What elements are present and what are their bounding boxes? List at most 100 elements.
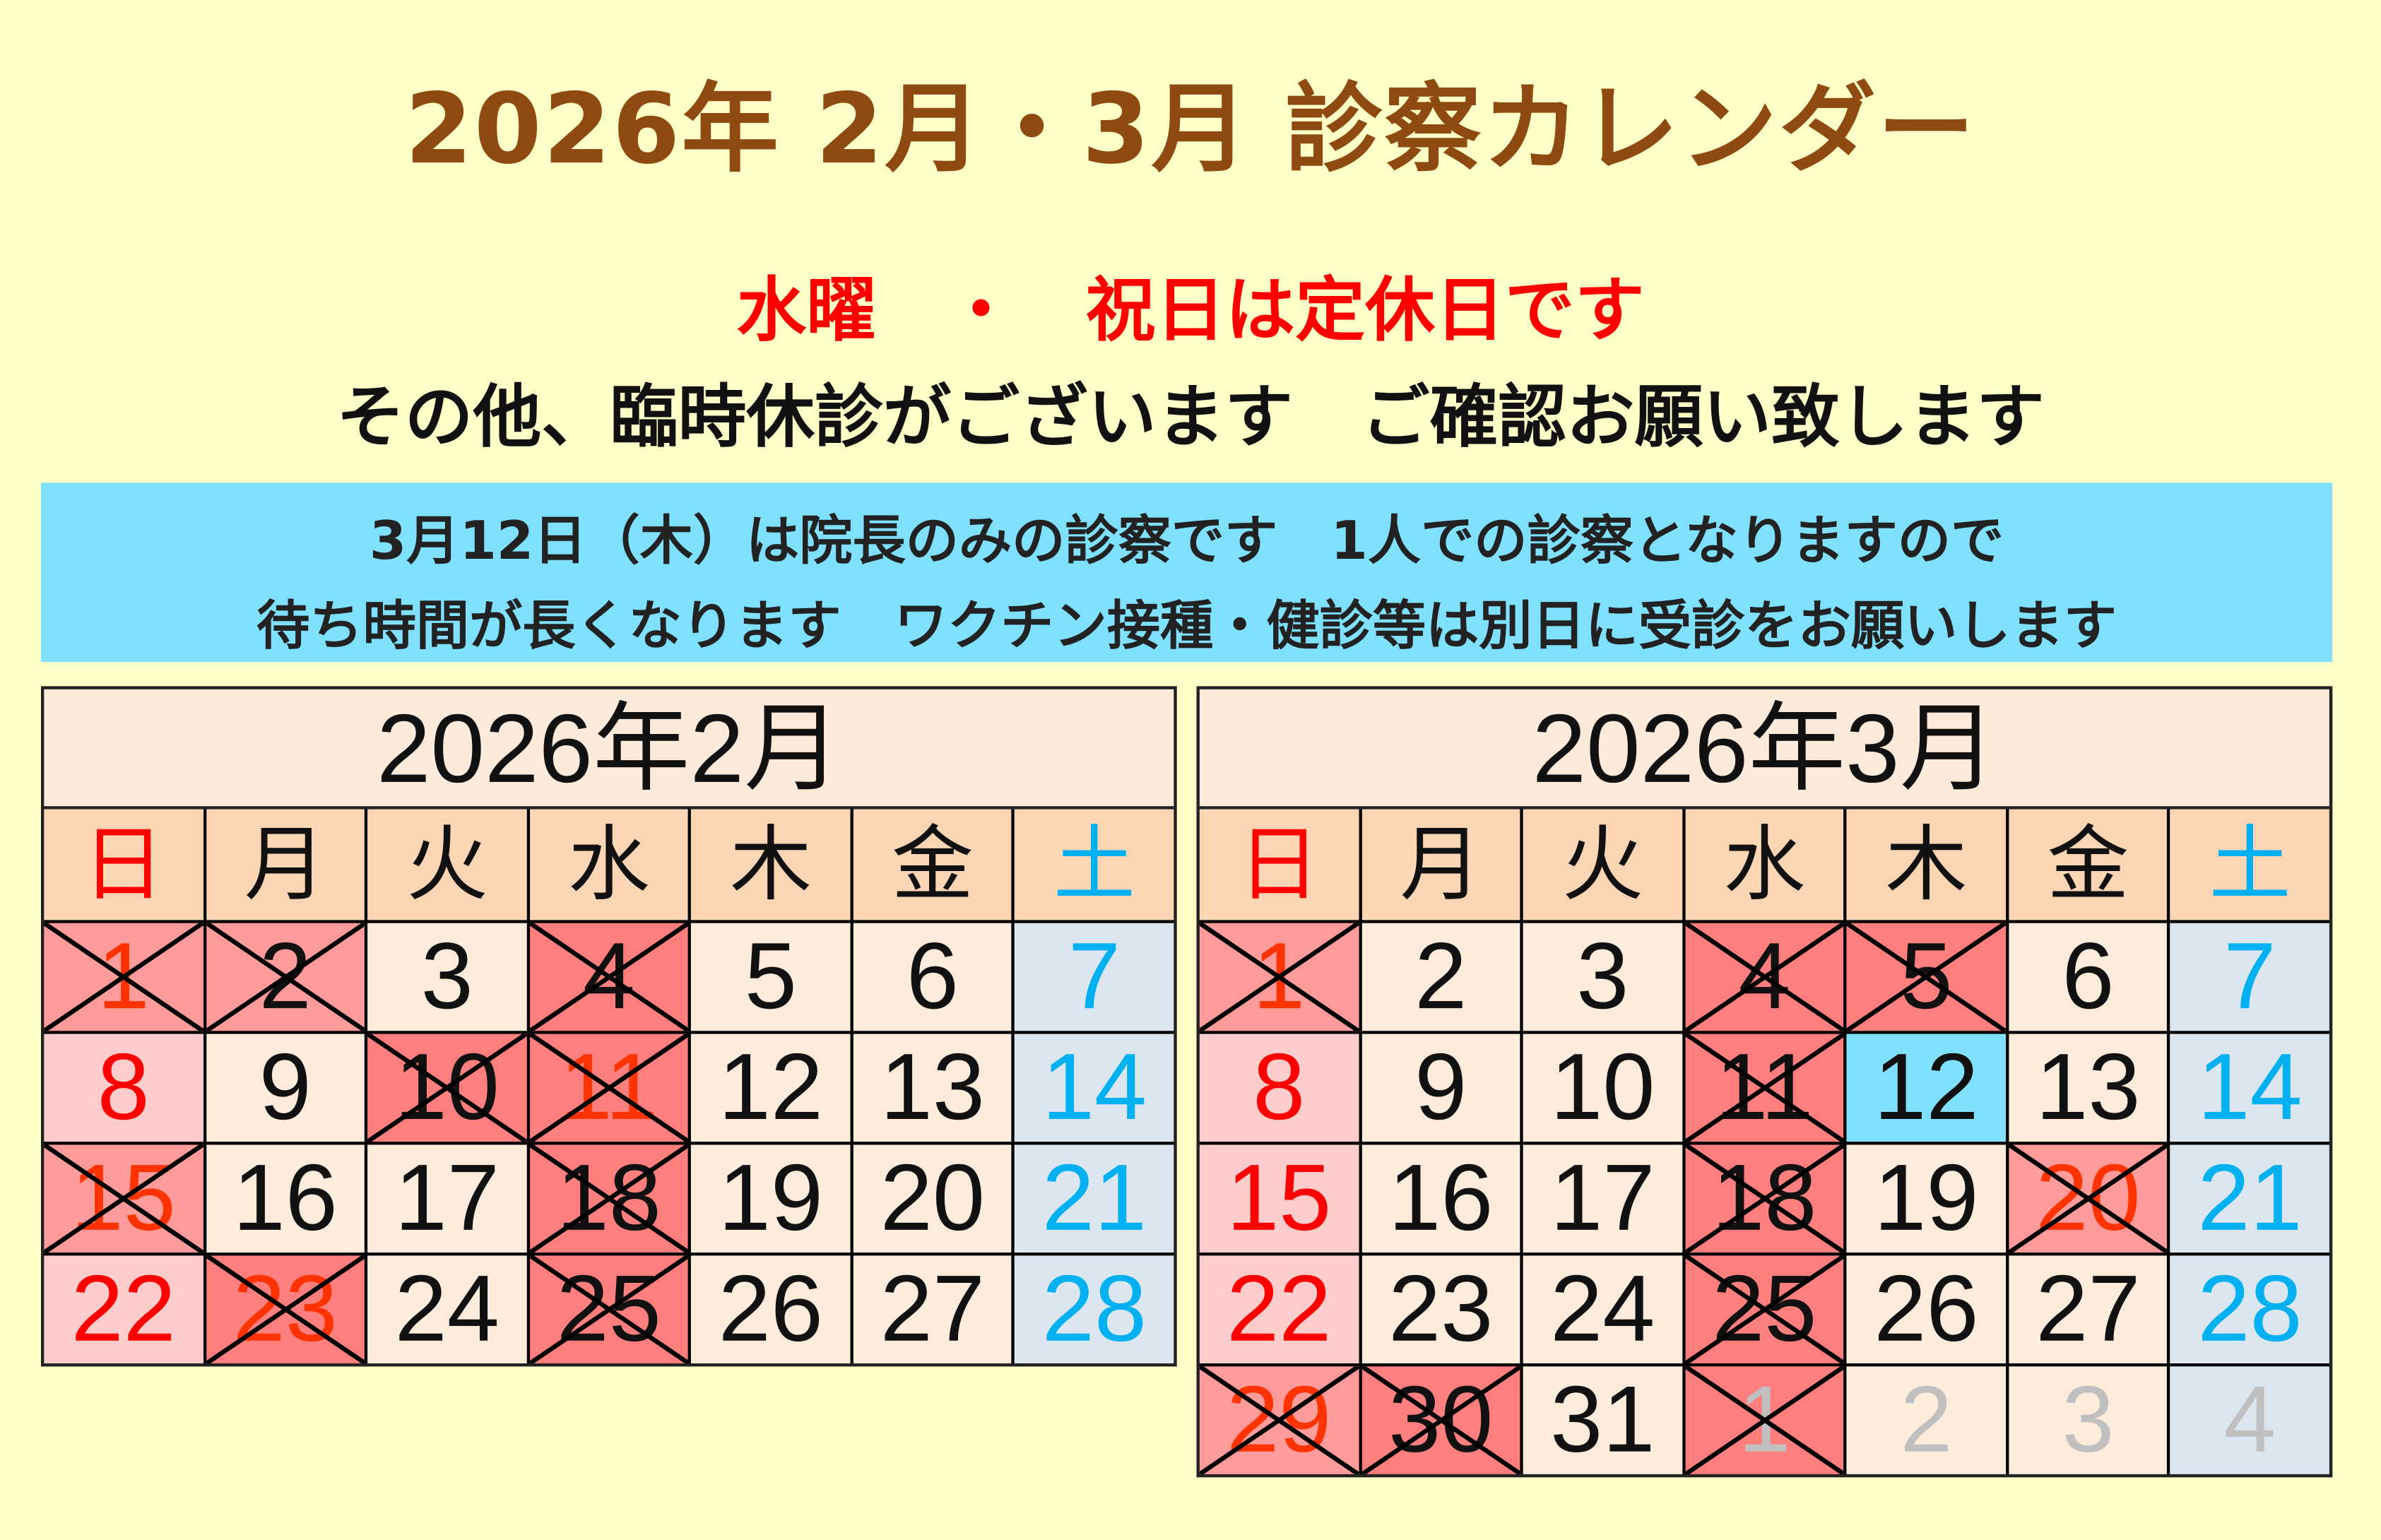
closed-cross-icon — [1200, 923, 1359, 1031]
day-cell-closed: 30 — [1361, 1366, 1520, 1474]
day-cell: 22 — [1199, 1255, 1359, 1363]
page-title: 2026年 2月・3月 診察カレンダー — [405, 74, 1976, 187]
day-cell: 6 — [853, 923, 1012, 1031]
day-cell-closed: 1 — [1199, 923, 1359, 1031]
day-number: 12 — [1874, 1035, 1979, 1141]
day-number: 12 — [718, 1035, 823, 1141]
closed-cross-icon — [1685, 1255, 1844, 1363]
day-cell: 23 — [1361, 1255, 1520, 1363]
weekday-header: 土 — [2170, 809, 2329, 920]
day-cell: 24 — [367, 1255, 527, 1363]
day-number: 7 — [2223, 924, 2276, 1030]
day-cell-closed: 1 — [1684, 1366, 1844, 1474]
closed-cross-icon — [206, 1255, 365, 1363]
day-cell: 4 — [2170, 1366, 2329, 1474]
day-number: 6 — [906, 924, 959, 1030]
day-number: 22 — [1227, 1257, 1332, 1362]
day-cell: 19 — [691, 1144, 851, 1253]
day-cell-closed: 5 — [1847, 923, 2006, 1031]
day-cell: 9 — [1361, 1033, 1520, 1142]
day-number: 10 — [1550, 1035, 1655, 1141]
day-number: 21 — [2197, 1146, 2303, 1251]
day-number: 26 — [1874, 1257, 1979, 1362]
closed-cross-icon — [206, 923, 365, 1031]
day-number: 3 — [2062, 1368, 2115, 1473]
day-number: 8 — [97, 1035, 150, 1141]
day-cell: 14 — [2170, 1033, 2329, 1142]
day-cell-closed: 1 — [44, 923, 203, 1031]
day-cell: 6 — [2009, 923, 2168, 1031]
day-cell: 14 — [1015, 1033, 1174, 1142]
day-cell: 7 — [1015, 923, 1174, 1031]
day-cell-closed: 23 — [206, 1255, 365, 1363]
day-number: 22 — [71, 1257, 176, 1362]
day-cell: 13 — [2009, 1033, 2168, 1142]
day-number: 15 — [1227, 1146, 1332, 1251]
day-number: 8 — [1253, 1035, 1306, 1141]
day-cell-closed: 15 — [44, 1144, 203, 1253]
closed-cross-icon — [529, 1144, 688, 1252]
day-number: 28 — [2197, 1257, 2303, 1362]
day-number: 27 — [880, 1257, 985, 1362]
day-number: 24 — [1550, 1257, 1655, 1362]
day-number: 2 — [1900, 1368, 1953, 1473]
day-number: 3 — [1576, 924, 1629, 1030]
day-cell: 17 — [1523, 1144, 1682, 1253]
day-cell-closed: 11 — [529, 1033, 689, 1142]
day-cell: 3 — [2009, 1366, 2168, 1474]
weekday-header: 水 — [1684, 809, 1844, 920]
day-number: 7 — [1068, 924, 1121, 1030]
weekday-header: 木 — [1847, 809, 2006, 920]
day-cell: 7 — [2170, 923, 2329, 1031]
weekday-header: 金 — [853, 809, 1012, 920]
day-number: 3 — [420, 924, 473, 1030]
weekday-header: 土 — [1015, 809, 1174, 920]
day-number: 2 — [1414, 924, 1467, 1030]
day-number: 14 — [1041, 1035, 1147, 1141]
closed-cross-icon — [1847, 923, 2006, 1031]
day-cell-closed: 20 — [2009, 1144, 2168, 1253]
day-number: 4 — [2223, 1368, 2276, 1473]
calendar-title: 2026年2月 — [44, 689, 1174, 810]
day-cell-closed: 25 — [1684, 1255, 1844, 1363]
day-number: 19 — [1874, 1146, 1979, 1251]
day-number: 6 — [2062, 924, 2115, 1030]
closed-cross-icon — [529, 923, 688, 1031]
closed-cross-icon — [529, 1034, 688, 1142]
day-number: 5 — [744, 924, 797, 1030]
day-cell: 24 — [1523, 1255, 1682, 1363]
weekday-header: 火 — [1523, 809, 1682, 920]
day-cell: 26 — [691, 1255, 851, 1363]
calendar-march: 2026年3月 日月火水木金土1234567891011121314151617… — [1196, 686, 2333, 1478]
notice-line-2: 待ち時間が長くなります ワクチン接種・健診等は別日に受診をお願いします — [256, 596, 2117, 658]
day-cell: 8 — [1199, 1033, 1359, 1142]
day-number: 9 — [259, 1035, 312, 1141]
day-cell: 3 — [1523, 923, 1682, 1031]
day-cell: 28 — [1015, 1255, 1174, 1363]
day-cell: 2 — [1361, 923, 1520, 1031]
day-number: 31 — [1550, 1368, 1655, 1473]
closed-cross-icon — [44, 923, 203, 1031]
closed-cross-icon — [2009, 1144, 2168, 1252]
day-cell-closed: 29 — [1199, 1366, 1359, 1474]
day-number: 16 — [1388, 1146, 1494, 1251]
day-cell: 16 — [206, 1144, 365, 1253]
day-cell-closed: 25 — [529, 1255, 689, 1363]
day-cell-closed: 4 — [529, 923, 689, 1031]
day-number: 9 — [1414, 1035, 1467, 1141]
calendar-title: 2026年3月 — [1199, 689, 2329, 810]
day-number: 13 — [880, 1035, 985, 1141]
temporary-closure-notice: その他、臨時休診がございます ご確認お願い致します — [336, 377, 2045, 457]
closed-cross-icon — [367, 1034, 526, 1142]
day-cell: 27 — [853, 1255, 1012, 1363]
day-cell: 5 — [691, 923, 851, 1031]
day-number: 17 — [394, 1146, 500, 1251]
day-cell: 13 — [853, 1033, 1012, 1142]
calendar-february: 2026年2月 日月火水木金土1234567891011121314151617… — [41, 686, 1177, 1367]
day-number: 17 — [1550, 1146, 1655, 1251]
day-cell: 3 — [367, 923, 527, 1031]
weekday-header: 火 — [367, 809, 527, 920]
day-cell: 9 — [206, 1033, 365, 1142]
weekday-header: 水 — [529, 809, 689, 920]
weekday-header: 月 — [206, 809, 365, 920]
